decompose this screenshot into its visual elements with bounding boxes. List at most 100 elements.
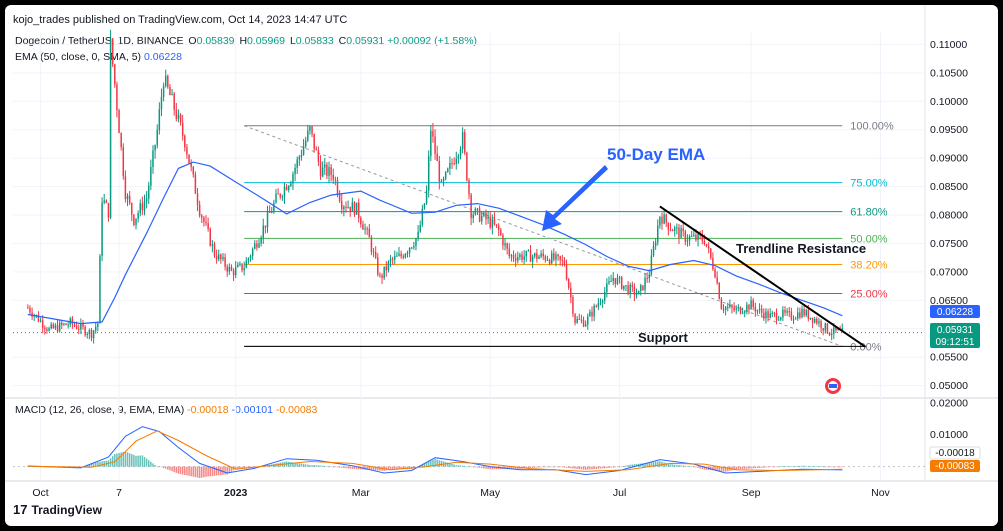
candle-body (563, 260, 566, 266)
candle-body (820, 321, 822, 329)
macd-hist-bar (366, 466, 368, 470)
candle-body (408, 247, 411, 253)
candle-body (196, 193, 199, 205)
macd-hist-bar (391, 466, 394, 470)
macd-hist-bar (803, 465, 805, 467)
countdown-tag: 09:12:51 (936, 337, 975, 348)
tradingview-logo[interactable]: 17 TradingView (13, 502, 102, 517)
close-price-tag: 0.05931 (937, 325, 974, 336)
macd-label[interactable]: MACD (12, 26, close, 9, EMA, EMA) (15, 404, 185, 416)
macd-hist-bar (794, 465, 797, 467)
chart-canvas[interactable]: 100.00% 75.00% 61.80% 50.00% 38.20% 25.00% 0.0… (5, 5, 998, 526)
candle-body (582, 319, 585, 327)
macd-hist-bar (487, 466, 489, 469)
candle-body (591, 311, 593, 317)
candle-body (502, 235, 504, 246)
macd-hist-bar (826, 466, 829, 468)
macd-hist-bar (582, 466, 585, 470)
candle-body (143, 201, 146, 211)
macd-hist-bar (684, 465, 687, 467)
candle-body (237, 264, 239, 268)
price-tick-label: 0.11000 (930, 39, 967, 51)
candle-body (391, 258, 394, 260)
candle-body (727, 307, 729, 309)
flag-icon[interactable] (825, 378, 841, 394)
macd-hist-bar (659, 461, 661, 467)
candle-body (152, 150, 154, 167)
candle-body (73, 324, 76, 326)
candle-body (107, 203, 110, 218)
macd-hist-bar (341, 466, 343, 468)
macd-hist-bar (141, 455, 144, 467)
macd-hist-bar (493, 466, 496, 470)
candle-body (287, 186, 290, 190)
macd-hist-bar (703, 466, 706, 470)
fib-level-label: 75.00% (850, 178, 888, 190)
macd-hist-bar (559, 466, 561, 468)
macd-hist-bar (434, 458, 436, 467)
candle-body (116, 84, 118, 111)
macd-hist-bar (603, 466, 606, 469)
candle-body (756, 310, 759, 312)
fib-level-label: 0.00% (850, 341, 881, 353)
macd-hist-bar (724, 466, 727, 472)
candle-body (377, 257, 379, 275)
macd-hist-bar (351, 466, 354, 469)
macd-hist-bar (355, 466, 358, 470)
candle-body (260, 237, 262, 244)
macd-hist-bar (667, 463, 670, 467)
candle-body (703, 240, 706, 244)
price-tick-label: 0.09500 (930, 124, 968, 136)
candle-body (341, 201, 343, 210)
candle-body (383, 266, 385, 279)
candle-body (661, 216, 663, 224)
macd-hist-bar (241, 466, 243, 469)
candle-body (637, 290, 640, 295)
macd-signal-tag: -0.00083 (935, 461, 975, 472)
candle-body (215, 255, 218, 260)
macd-tick-label: 0.02000 (930, 397, 968, 409)
macd-hist-bar (824, 466, 827, 468)
time-tick-label: 7 (116, 487, 122, 499)
candle-body (198, 204, 201, 216)
candle-body (466, 152, 468, 181)
macd-hist-bar (99, 461, 101, 467)
candle-body (309, 126, 311, 131)
macd-hist-bar (699, 466, 701, 469)
macd-hist-bar (209, 466, 211, 477)
candle-body (105, 200, 108, 204)
macd-hist-bar (173, 466, 175, 473)
macd-hist-bar (457, 465, 460, 467)
macd-hist-bar (478, 466, 481, 468)
macd-hist-bar (211, 466, 214, 477)
fib-level-label: 50.00% (850, 233, 888, 245)
candle-body (54, 325, 57, 329)
candle-body (610, 281, 612, 283)
macd-hist-bar (158, 466, 161, 467)
macd-hist-bar (239, 466, 241, 469)
macd-hist-bar (485, 466, 487, 469)
macd-hist-bar (423, 463, 426, 467)
ema-label[interactable]: EMA (50, close, 0, SMA, 5) (15, 51, 142, 63)
macd-hist-bar (720, 466, 723, 472)
macd-hist-bar (436, 459, 438, 467)
candle-body (324, 164, 326, 168)
candle-body (480, 215, 483, 222)
candle-body (631, 284, 634, 287)
candle-body (311, 126, 313, 134)
macd-hist-bar (334, 466, 337, 468)
candle-body (447, 168, 449, 172)
macd-hist-bar (686, 466, 689, 467)
candle-body (534, 253, 536, 257)
macd-legend: MACD (12, 26, close, 9, EMA, EMA) -0.000… (15, 404, 317, 416)
macd-hist-bar (536, 466, 538, 468)
macd-hist-bar (398, 466, 400, 470)
macd-hist-bar (629, 464, 631, 467)
macd-hist-bar (404, 466, 407, 470)
macd-hist-bar (357, 466, 360, 470)
candle-body (580, 319, 583, 321)
trendline-annotation: Trendline Resistance (736, 241, 866, 256)
candle-body (686, 240, 689, 242)
candle-body (444, 171, 447, 179)
macd-hist-bar (763, 466, 765, 468)
